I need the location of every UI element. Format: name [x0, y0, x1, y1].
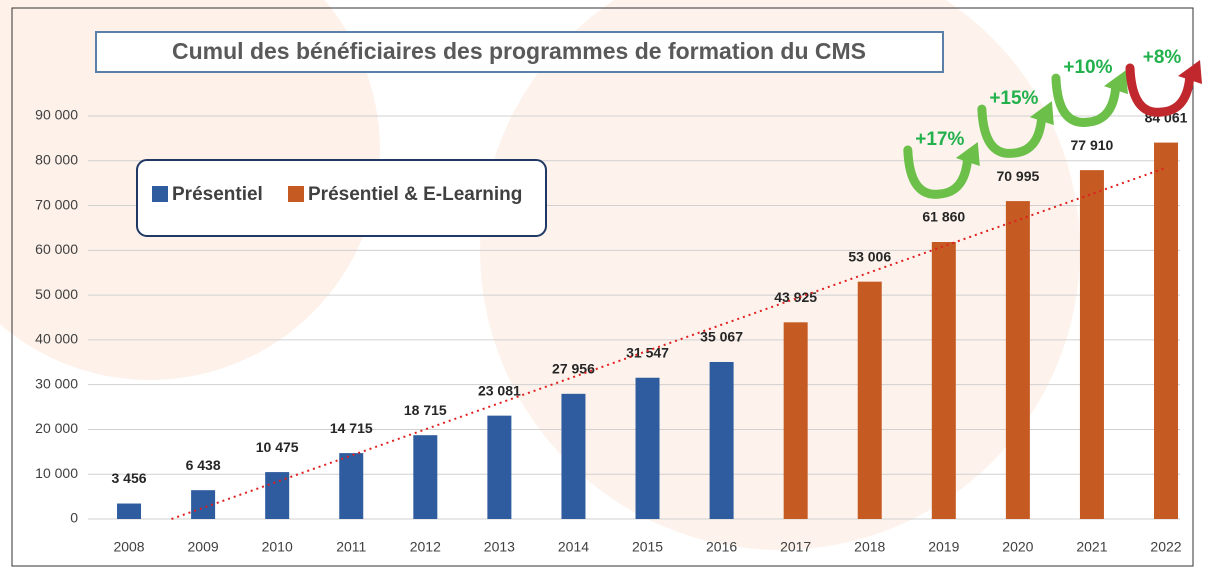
value-label: 6 438	[186, 457, 221, 473]
chart-title: Cumul des bénéficiaires des programmes d…	[172, 38, 866, 64]
x-tick-label: 2013	[484, 539, 515, 555]
x-tick-label: 2014	[558, 539, 589, 555]
x-tick-label: 2010	[262, 539, 293, 555]
x-tick-label: 2011	[336, 539, 366, 555]
bar	[487, 416, 511, 519]
x-tick-label: 2008	[113, 539, 144, 555]
legend-label: Présentiel	[172, 184, 263, 205]
bar	[561, 394, 585, 519]
x-tick-label: 2021	[1076, 539, 1107, 555]
x-tick-label: 2016	[706, 539, 737, 555]
legend-label: Présentiel & E-Learning	[308, 184, 522, 205]
value-label: 43 925	[774, 289, 817, 305]
x-tick-label: 2009	[188, 539, 219, 555]
growth-label: +10%	[1063, 57, 1112, 78]
value-label: 53 006	[848, 248, 891, 264]
y-tick-label: 60 000	[35, 241, 78, 257]
y-tick-label: 90 000	[35, 107, 78, 123]
y-tick-label: 50 000	[35, 286, 78, 302]
value-label: 23 081	[478, 382, 521, 398]
x-tick-label: 2022	[1150, 539, 1181, 555]
bar	[858, 282, 882, 519]
y-tick-label: 0	[70, 510, 78, 526]
growth-label: +8%	[1143, 47, 1182, 68]
bar	[1080, 170, 1104, 519]
bar	[339, 453, 363, 519]
bar	[636, 378, 660, 519]
chart: Cumul des bénéficiaires des programmes d…	[0, 0, 1205, 569]
x-tick-label: 2019	[928, 539, 959, 555]
value-label: 3 456	[112, 470, 147, 486]
y-tick-label: 40 000	[35, 331, 78, 347]
growth-label: +15%	[989, 88, 1038, 109]
x-tick-label: 2015	[632, 539, 663, 555]
bar	[710, 362, 734, 519]
y-tick-label: 70 000	[35, 196, 78, 212]
value-label: 70 995	[996, 168, 1039, 184]
legend-swatch	[152, 186, 168, 202]
value-label: 14 715	[330, 420, 373, 436]
value-label: 18 715	[404, 402, 447, 418]
value-label: 77 910	[1071, 137, 1114, 153]
x-tick-label: 2018	[854, 539, 885, 555]
growth-label: +17%	[915, 129, 964, 150]
value-label: 27 956	[552, 361, 595, 377]
value-label: 31 547	[626, 344, 669, 360]
y-tick-label: 80 000	[35, 151, 78, 167]
bar	[932, 242, 956, 519]
x-tick-label: 2017	[780, 539, 811, 555]
bar	[413, 435, 437, 519]
y-tick-label: 10 000	[35, 465, 78, 481]
legend-swatch	[288, 186, 304, 202]
value-label: 61 860	[922, 209, 965, 225]
value-label: 35 067	[700, 329, 743, 345]
x-tick-label: 2020	[1002, 539, 1033, 555]
bar	[784, 322, 808, 519]
value-label: 10 475	[256, 439, 299, 455]
x-tick-label: 2012	[410, 539, 441, 555]
y-tick-label: 20 000	[35, 420, 78, 436]
bar	[117, 504, 141, 519]
bar	[1154, 143, 1178, 519]
bar	[1006, 201, 1030, 519]
y-tick-label: 30 000	[35, 375, 78, 391]
